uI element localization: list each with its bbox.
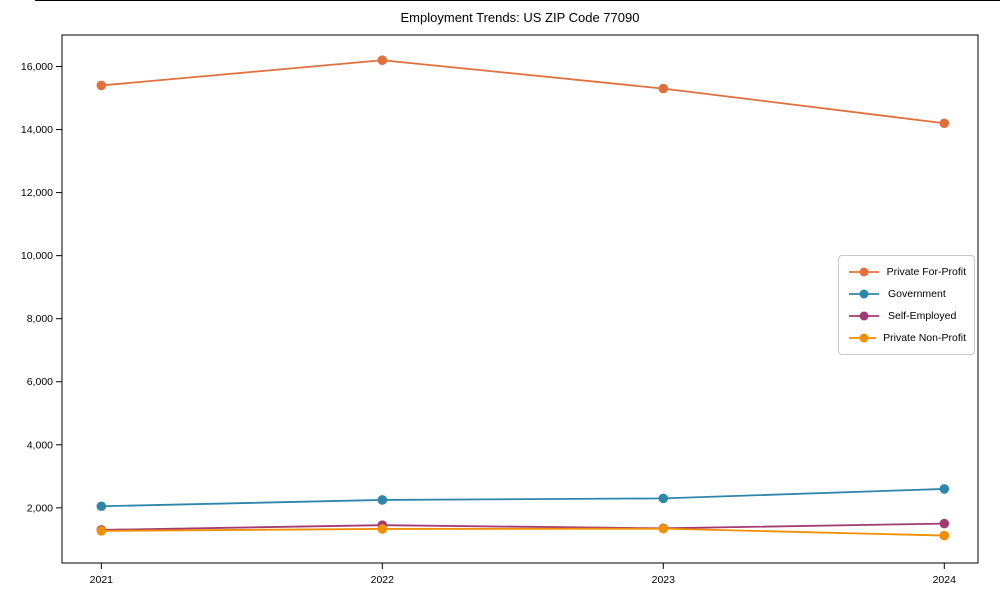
x-tick-label: 2021 — [90, 574, 114, 586]
legend-label-government: Government — [888, 288, 946, 300]
legend-marker-private-non-profit — [849, 333, 877, 343]
data-point-private-for-profit-2022 — [377, 55, 388, 66]
data-point-government-2023 — [658, 493, 669, 504]
data-point-private-non-profit-2022 — [377, 524, 388, 534]
data-point-government-2024 — [939, 484, 950, 494]
data-point-private-for-profit-2024 — [939, 118, 950, 129]
x-tick-label: 2024 — [933, 574, 957, 586]
y-tick-label: 4,000 — [27, 439, 53, 451]
data-point-private-for-profit-2023 — [658, 83, 669, 94]
legend-dot — [859, 333, 869, 343]
chart-title: Employment Trends: US ZIP Code 77090 — [400, 10, 640, 25]
legend-dot — [859, 267, 869, 277]
series-line-self-employed — [101, 522, 945, 531]
data-point-private-non-profit-2021 — [96, 526, 107, 536]
y-tick-label: 10,000 — [21, 250, 53, 262]
legend-marker-government — [849, 289, 879, 299]
legend-entry-private-non-profit: Private Non-Profit — [847, 329, 966, 347]
y-tick-label: 8,000 — [27, 313, 53, 325]
figure-top-border — [35, 0, 1000, 1]
series-line-private-non-profit — [101, 527, 945, 537]
series-government — [96, 484, 950, 512]
series-line-private-for-profit — [101, 59, 945, 125]
data-point-private-non-profit-2023 — [658, 523, 669, 534]
legend: Private For-Profit Government Self-Employe… — [838, 255, 975, 355]
legend-marker-private-for-profit — [849, 267, 879, 277]
data-point-government-2021 — [96, 501, 107, 512]
legend-entry-private-for-profit: Private For-Profit — [847, 263, 966, 281]
x-tick-label: 2022 — [371, 574, 395, 586]
plot-frame — [61, 34, 979, 564]
legend-entry-government: Government — [847, 285, 966, 303]
legend-entry-self-employed: Self-Employed — [847, 307, 966, 325]
legend-label-self-employed: Self-Employed — [888, 310, 957, 322]
series-line-government — [101, 488, 945, 508]
legend-label-private-for-profit: Private For-Profit — [886, 266, 966, 278]
y-tick-label: 16,000 — [21, 61, 53, 73]
legend-marker-self-employed — [849, 311, 879, 321]
data-point-private-for-profit-2021 — [96, 80, 107, 91]
legend-dot — [859, 311, 869, 321]
data-point-self-employed-2024 — [939, 518, 950, 529]
data-point-government-2022 — [377, 495, 388, 505]
legend-dot — [859, 289, 869, 299]
legend-label-private-non-profit: Private Non-Profit — [883, 332, 966, 344]
y-tick-label: 2,000 — [27, 502, 53, 514]
y-tick-label: 6,000 — [27, 376, 53, 388]
data-point-private-non-profit-2024 — [939, 530, 950, 541]
series-private-for-profit — [96, 55, 950, 129]
x-tick-label: 2023 — [652, 574, 676, 586]
y-tick-label: 14,000 — [21, 124, 53, 136]
y-tick-label: 12,000 — [21, 187, 53, 199]
series-private-non-profit — [96, 523, 950, 541]
